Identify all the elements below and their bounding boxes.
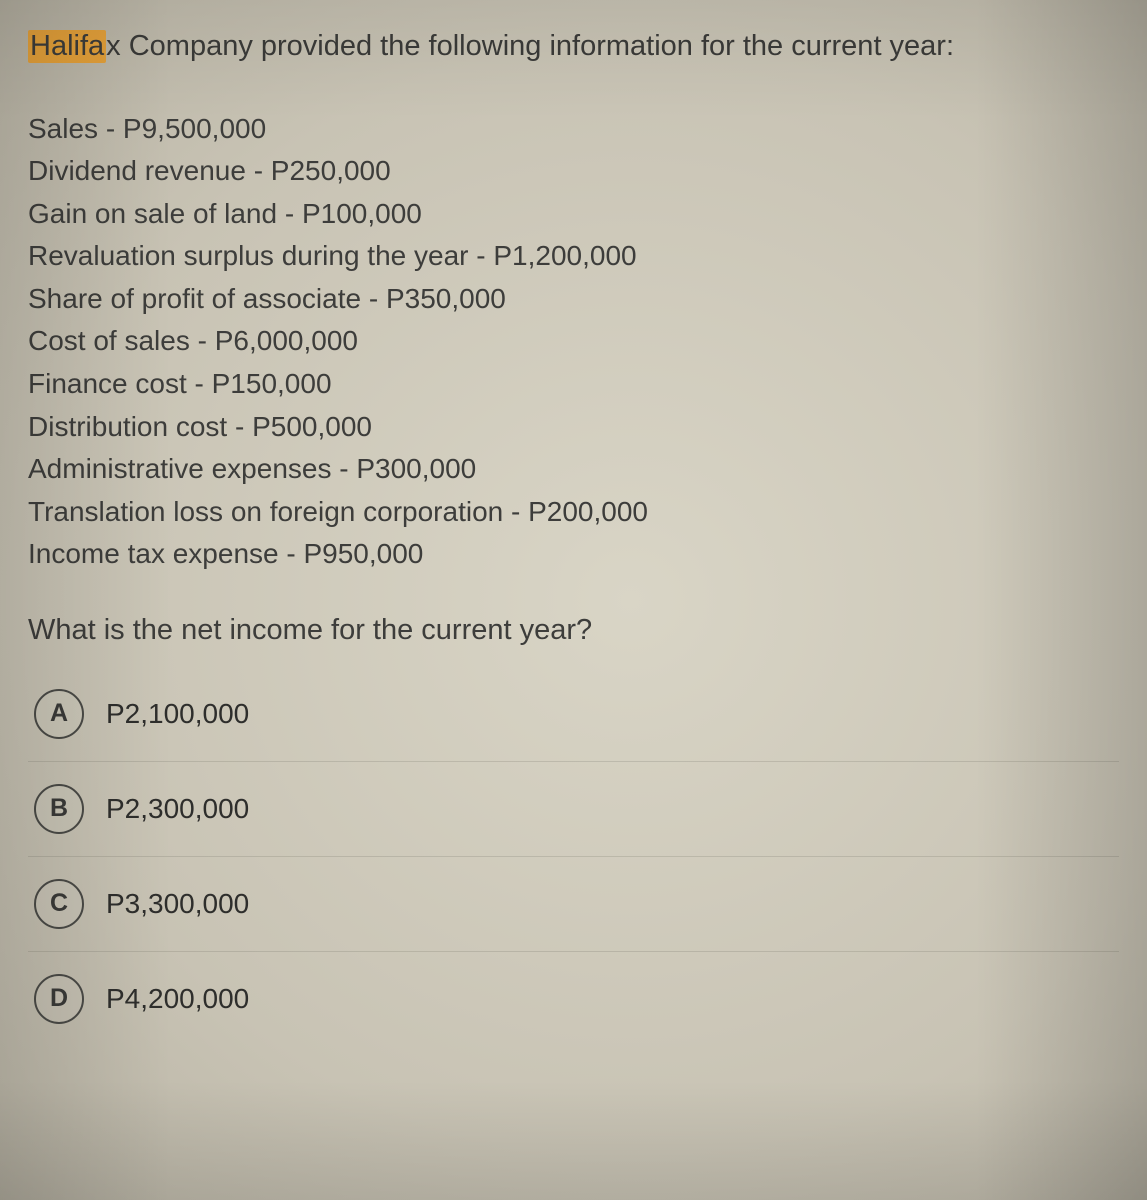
option-b[interactable]: B P2,300,000 [28, 761, 1119, 856]
option-letter-circle: C [34, 879, 84, 929]
data-line: Administrative expenses - P300,000 [28, 448, 1119, 491]
data-line: Gain on sale of land - P100,000 [28, 193, 1119, 236]
option-c[interactable]: C P3,300,000 [28, 856, 1119, 951]
option-letter-circle: A [34, 689, 84, 739]
financial-data-list: Sales - P9,500,000 Dividend revenue - P2… [28, 108, 1119, 576]
answer-options: A P2,100,000 B P2,300,000 C P3,300,000 D… [28, 681, 1119, 1046]
data-line: Translation loss on foreign corporation … [28, 491, 1119, 534]
option-label: P2,300,000 [106, 793, 249, 825]
data-line: Dividend revenue - P250,000 [28, 150, 1119, 193]
option-a[interactable]: A P2,100,000 [28, 681, 1119, 761]
data-line: Cost of sales - P6,000,000 [28, 320, 1119, 363]
question-page: Halifax Company provided the following i… [0, 0, 1147, 1200]
option-d[interactable]: D P4,200,000 [28, 951, 1119, 1046]
data-line: Distribution cost - P500,000 [28, 406, 1119, 449]
data-line: Income tax expense - P950,000 [28, 533, 1119, 576]
option-letter-circle: D [34, 974, 84, 1024]
option-letter-circle: B [34, 784, 84, 834]
intro-sentence: Halifax Company provided the following i… [28, 28, 1119, 66]
search-highlight: Halifa [28, 30, 106, 63]
option-label: P3,300,000 [106, 888, 249, 920]
data-line: Revaluation surplus during the year - P1… [28, 235, 1119, 278]
option-label: P2,100,000 [106, 698, 249, 730]
intro-rest: x Company provided the following informa… [106, 30, 954, 62]
option-label: P4,200,000 [106, 983, 249, 1015]
data-line: Sales - P9,500,000 [28, 108, 1119, 151]
data-line: Finance cost - P150,000 [28, 363, 1119, 406]
question-text: What is the net income for the current y… [28, 614, 1119, 647]
data-line: Share of profit of associate - P350,000 [28, 278, 1119, 321]
